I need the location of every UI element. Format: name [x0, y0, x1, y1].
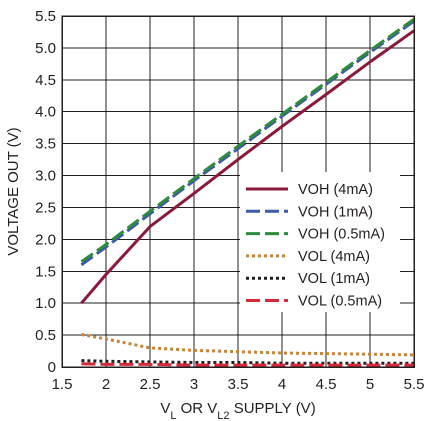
- series-layer: [80, 17, 415, 367]
- x-tick-label-5: 4: [278, 376, 286, 393]
- x-axis-label-part-1: L: [170, 410, 176, 421]
- series-line-2: [80, 17, 415, 263]
- x-axis-label-part-3: L2: [217, 410, 229, 421]
- x-tick-label-7: 5: [366, 376, 374, 393]
- plot-frame: [61, 15, 415, 368]
- y-tick-label-9: 4.5: [35, 72, 56, 89]
- legend-label-3: VOL (4mA): [298, 249, 370, 265]
- legend: VOH (4mA) VOH (1mA) VOH (0.5mA) VOL (4mA) VO…: [246, 182, 385, 310]
- y-tick-label-6: 3.0: [35, 168, 56, 185]
- y-tick-label-4: 2.0: [35, 231, 56, 248]
- x-tick-label-2: 2.5: [140, 376, 161, 393]
- x-tick-label-6: 4.5: [316, 376, 337, 393]
- series-line-1: [80, 19, 415, 267]
- x-tick-labels: 1.5 2 2.5 3 3.5 4 4.5 5 5.5: [52, 376, 425, 393]
- y-tick-label-0: 0: [48, 359, 56, 376]
- legend-label-2: VOH (0.5mA): [298, 227, 385, 243]
- series-line-3: [81, 333, 415, 357]
- x-axis-label-part-4: SUPPLY (V): [230, 400, 316, 417]
- x-axis-label: VL OR VL2 SUPPLY (V): [160, 400, 315, 421]
- series-line-4: [81, 359, 414, 365]
- x-axis-label-part-0: V: [160, 400, 170, 417]
- y-tick-label-1: 0.5: [35, 327, 56, 344]
- legend-label-4: VOL (1mA): [298, 271, 370, 287]
- y-tick-label-10: 5.0: [35, 40, 56, 57]
- series-line-0: [80, 29, 415, 305]
- x-tick-label-3: 3: [190, 376, 198, 393]
- series-line-5: [81, 362, 414, 367]
- x-tick-label-8: 5.5: [404, 376, 425, 393]
- y-tick-label-3: 1.5: [35, 263, 56, 280]
- y-tick-label-8: 4.0: [35, 104, 56, 121]
- legend-label-0: VOH (4mA): [298, 182, 373, 198]
- y-tick-label-5: 2.5: [35, 199, 56, 216]
- legend-label-1: VOH (1mA): [298, 204, 373, 220]
- y-tick-label-7: 3.5: [35, 136, 56, 153]
- y-tick-label-11: 5.5: [35, 8, 56, 25]
- x-axis-label-part-2: OR V: [176, 400, 217, 417]
- x-tick-label-1: 2: [102, 376, 110, 393]
- legend-label-5: VOL (0.5mA): [298, 294, 382, 310]
- x-tick-label-4: 3.5: [228, 376, 249, 393]
- x-tick-label-0: 1.5: [52, 376, 73, 393]
- y-tick-labels: 0 0.5 1.0 1.5 2.0 2.5 3.0 3.5 4.0 4.5 5.0 5.5: [35, 8, 56, 376]
- legend-background: [240, 172, 400, 312]
- y-tick-label-2: 1.0: [35, 295, 56, 312]
- legend-box: [240, 172, 400, 312]
- y-axis-label: VOLTAGE OUT (V): [5, 127, 22, 255]
